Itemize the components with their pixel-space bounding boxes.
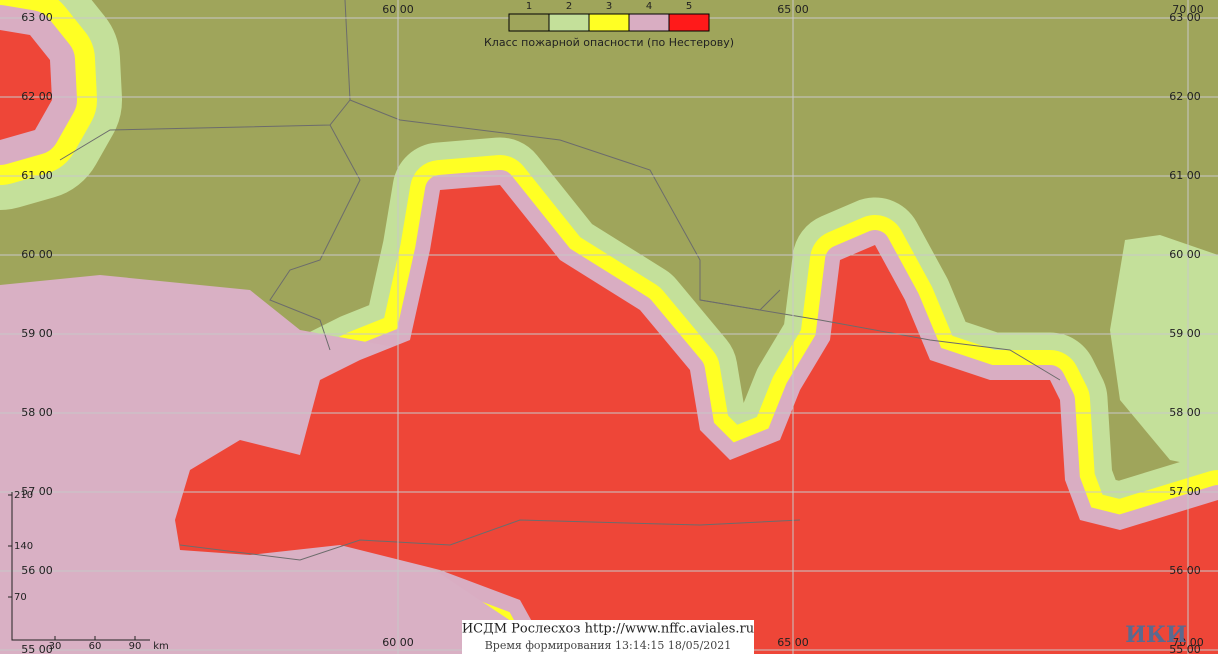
- scale-label: 70: [14, 592, 27, 603]
- legend-swatch: [668, 13, 710, 32]
- latitude-label: 61 00: [1169, 169, 1201, 182]
- footer-box: [462, 620, 754, 654]
- footer-source: ИСДМ Рослесхоз http://www.nffc.aviales.r…: [462, 622, 754, 637]
- scale-label: 210: [14, 490, 33, 501]
- scale-label: 30: [49, 641, 62, 652]
- latitude-label: 56 00: [1169, 564, 1201, 577]
- scale-label: 90: [129, 641, 142, 652]
- longitude-label: 70 00: [1172, 636, 1204, 649]
- latitude-label: 62 00: [1169, 90, 1201, 103]
- latitude-label: 59 00: [21, 327, 53, 340]
- latitude-label: 59 00: [1169, 327, 1201, 340]
- legend-class: 1: [526, 1, 532, 12]
- longitude-label: 65 00: [777, 636, 809, 649]
- latitude-label: 58 00: [1169, 406, 1201, 419]
- scale-unit: km: [153, 641, 169, 652]
- latitude-label: 63 00: [21, 11, 53, 24]
- legend-swatch: [508, 13, 550, 32]
- latitude-label: 61 00: [21, 169, 53, 182]
- latitude-label: 57 00: [21, 485, 53, 498]
- legend-title: Класс пожарной опасности (по Нестерову): [484, 36, 734, 49]
- longitude-label: 60 00: [382, 636, 414, 649]
- scale-label: 60: [89, 641, 102, 652]
- legend-class: 2: [566, 1, 572, 12]
- longitude-label: 70 00: [1172, 3, 1204, 16]
- footer-time: Время формирования 13:14:15 18/05/2021: [485, 639, 732, 652]
- legend-class: 5: [686, 1, 692, 12]
- legend-class: 3: [606, 1, 612, 12]
- scale-bar: [8, 492, 150, 641]
- latitude-label: 57 00: [1169, 485, 1201, 498]
- latitude-label: 60 00: [21, 248, 53, 261]
- scale-label: 140: [14, 541, 33, 552]
- latitude-label: 60 00: [1169, 248, 1201, 261]
- latitude-label: 58 00: [21, 406, 53, 419]
- latitude-label: 62 00: [21, 90, 53, 103]
- legend-class: 4: [646, 1, 652, 12]
- zone-class-2: [1110, 235, 1218, 470]
- legend-swatch: [628, 13, 670, 32]
- latitude-label: 55 00: [1169, 643, 1201, 654]
- latitude-label: 55 00: [21, 643, 53, 654]
- legend-swatch: [548, 13, 590, 32]
- legend-swatch: [588, 13, 630, 32]
- longitude-label: 60 00: [382, 3, 414, 16]
- latitude-label: 56 00: [21, 564, 53, 577]
- legend: Класс пожарной опасности (по Нестерову) …: [484, 1, 734, 49]
- latitude-label: 63 00: [1169, 11, 1201, 24]
- borders: [59, 0, 1061, 561]
- logo: ИКИ: [1125, 622, 1187, 648]
- longitude-label: 65 00: [777, 3, 809, 16]
